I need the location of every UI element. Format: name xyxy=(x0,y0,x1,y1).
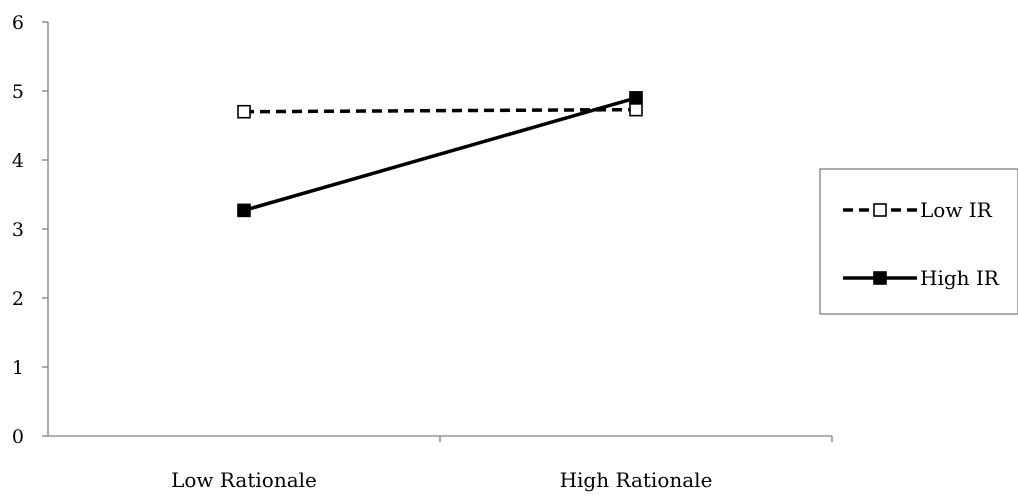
legend-entry: Low IR xyxy=(843,198,993,222)
legend-marker-swatch xyxy=(873,203,887,217)
y-tick-label: 3 xyxy=(12,219,24,241)
y-tick-label: 2 xyxy=(12,288,24,310)
series-1 xyxy=(237,102,643,119)
series-layer xyxy=(237,91,643,218)
legend-label: High IR xyxy=(920,266,1000,290)
axes xyxy=(47,22,832,437)
series-2 xyxy=(237,91,643,218)
legend-box xyxy=(819,168,1018,315)
data-point-marker xyxy=(237,104,251,119)
y-tick-label: 6 xyxy=(12,12,24,34)
data-point-marker xyxy=(629,91,643,105)
y-tick-label: 0 xyxy=(12,426,24,448)
x-category-label: Low Rationale xyxy=(171,468,317,492)
x-category-label: High Rationale xyxy=(560,468,713,492)
data-point-marker xyxy=(629,102,643,117)
series-line xyxy=(243,96,637,213)
y-tick-label: 1 xyxy=(12,357,24,379)
series-line xyxy=(243,107,637,114)
data-point-marker xyxy=(237,203,251,218)
y-tick-label: 5 xyxy=(12,81,24,103)
y-ticks: 0 1 2 3 4 5 6 xyxy=(12,12,48,448)
y-tick-label: 4 xyxy=(12,150,24,172)
legend-marker-swatch xyxy=(873,271,887,285)
legend-entry: High IR xyxy=(843,266,1000,290)
x-ticks: Low Rationale High Rationale xyxy=(171,436,833,492)
legend: Low IR High IR xyxy=(819,168,1018,315)
legend-label: Low IR xyxy=(920,198,993,222)
